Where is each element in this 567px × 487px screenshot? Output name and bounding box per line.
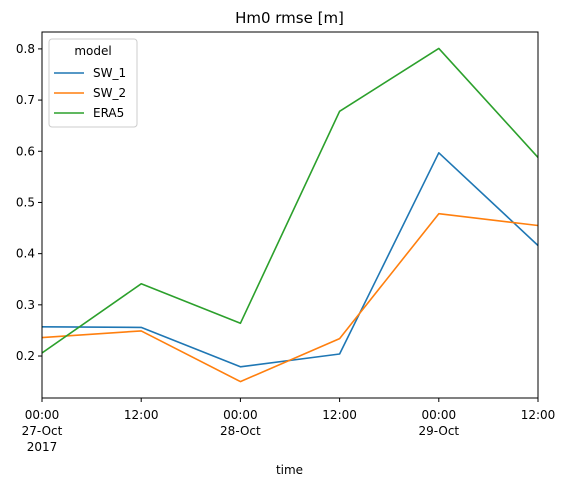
y-tick-label: 0.3 bbox=[16, 298, 35, 312]
legend-label: ERA5 bbox=[93, 106, 124, 120]
x-tick-label: 12:00 bbox=[322, 408, 357, 422]
series-line-sw-1 bbox=[42, 152, 538, 368]
x-tick-label: 00:00 bbox=[25, 408, 60, 422]
x-tick-label: 29-Oct bbox=[418, 424, 459, 438]
legend: model SW_1 SW_2 ERA5 bbox=[48, 38, 138, 128]
series-line-sw-2 bbox=[42, 212, 538, 383]
legend-box bbox=[48, 38, 138, 128]
x-tick-label: 27-Oct bbox=[22, 424, 63, 438]
x-tick-label: 28-Oct bbox=[220, 424, 261, 438]
x-tick-label: 12:00 bbox=[124, 408, 159, 422]
x-tick-label: 00:00 bbox=[223, 408, 258, 422]
chart-title: Hm0 rmse [m] bbox=[235, 9, 344, 27]
x-axis-label: time bbox=[276, 463, 303, 477]
series-line-era5 bbox=[42, 47, 538, 354]
y-tick-label: 0.8 bbox=[16, 42, 35, 56]
legend-label: SW_1 bbox=[93, 66, 126, 80]
y-tick-label: 0.7 bbox=[16, 93, 35, 107]
legend-title: model bbox=[74, 44, 111, 58]
y-tick-label: 0.5 bbox=[16, 195, 35, 209]
x-tick-label: 2017 bbox=[27, 440, 58, 454]
legend-label: SW_2 bbox=[93, 86, 126, 100]
axes-frame bbox=[41, 31, 539, 399]
plot-area bbox=[42, 47, 538, 383]
x-tick-label: 00:00 bbox=[422, 408, 457, 422]
y-tick-label: 0.2 bbox=[16, 349, 35, 363]
axis-ticks: 0.2 0.3 0.4 0.5 0.6 0.7 0.8 00:00 27-Oct 2017 12:0… bbox=[16, 42, 555, 454]
y-tick-label: 0.4 bbox=[16, 247, 35, 261]
x-tick-label: 12:00 bbox=[521, 408, 556, 422]
y-tick-label: 0.6 bbox=[16, 144, 35, 158]
